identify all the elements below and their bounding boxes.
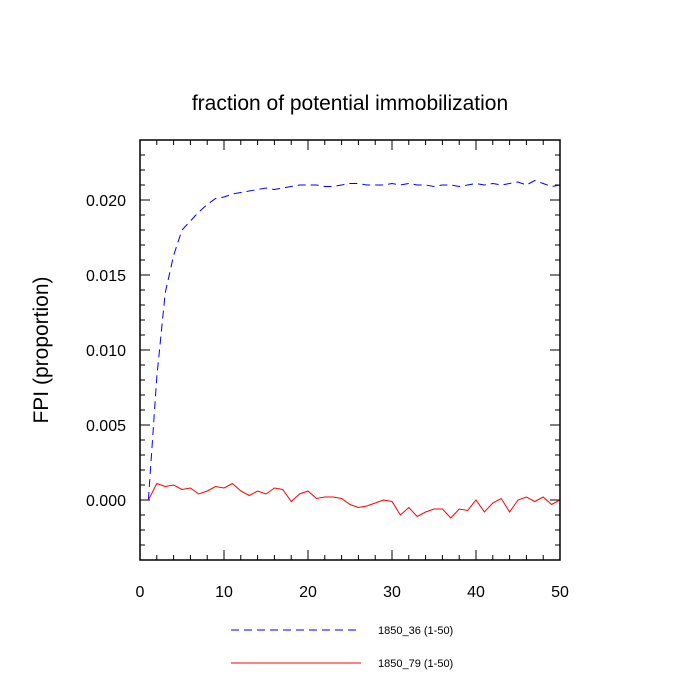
x-tick-label: 30 — [383, 584, 401, 601]
plot-frame — [139, 139, 561, 561]
series-layer — [147, 179, 561, 519]
y-tick-label: 0.015 — [86, 268, 126, 285]
tick-labels: 0 10 20 30 40 50 0.000 0.005 0.010 0.015 0.020 — [86, 193, 569, 601]
legend-label: 1850_36 (1-50) — [378, 625, 453, 637]
y-tick-label: 0.020 — [86, 193, 126, 210]
y-tick-label: 0.000 — [86, 493, 126, 510]
y-tick-label: 0.010 — [86, 343, 126, 360]
series-line-1850-36-1-50 — [147, 179, 561, 501]
x-tick-label: 40 — [467, 584, 485, 601]
chart-title: fraction of potential immobilization — [192, 92, 508, 115]
x-tick-label: 20 — [299, 584, 317, 601]
axis-ticks — [139, 139, 561, 561]
series-line-1850-79-1-50 — [147, 482, 561, 519]
legend-label: 1850_79 (1-50) — [378, 658, 453, 670]
x-tick-label: 0 — [136, 584, 145, 601]
legend: 1850_36 (1-50) 1850_79 (1-50) — [231, 625, 453, 670]
x-tick-label: 10 — [215, 584, 233, 601]
y-tick-label: 0.005 — [86, 418, 126, 435]
x-tick-label: 50 — [551, 584, 569, 601]
y-axis-label: FPI (proportion) — [30, 276, 53, 423]
